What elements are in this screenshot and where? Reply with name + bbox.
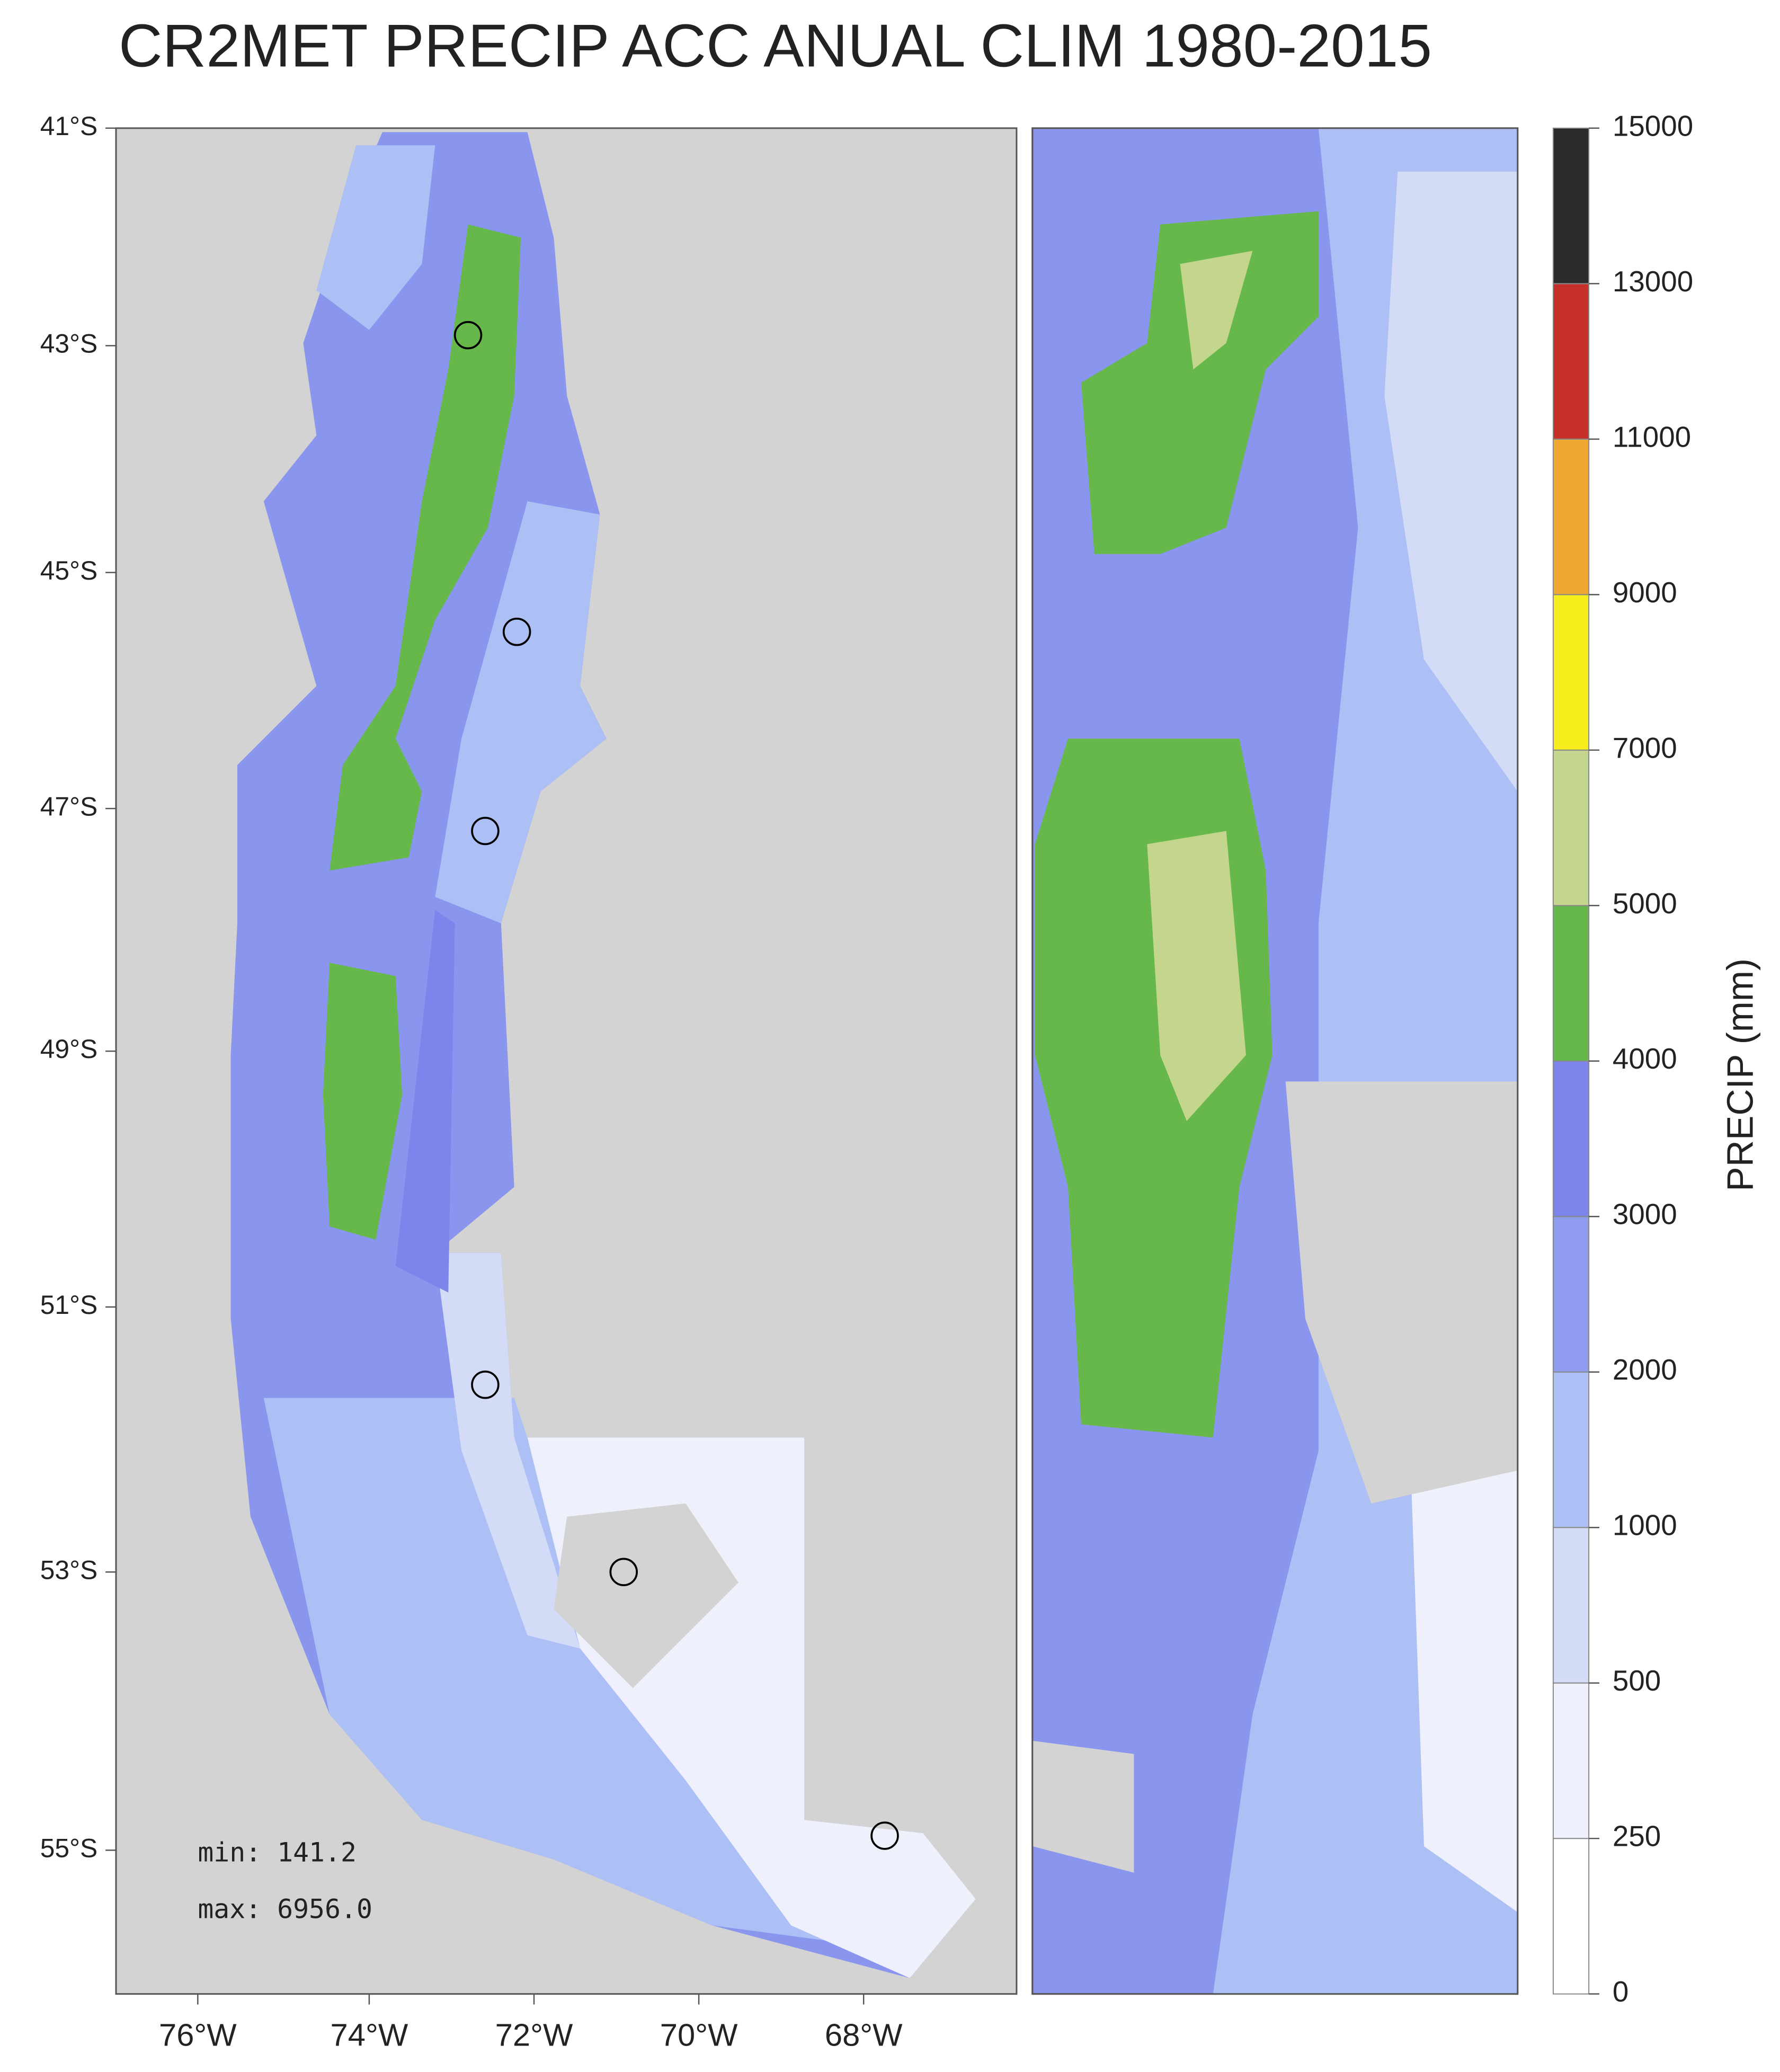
title: CR2MET PRECIP ACC ANUAL CLIM 1980-2015 <box>119 12 1432 79</box>
colorbar-segment <box>1552 1838 1590 1995</box>
lat-label: 53°S <box>40 1555 97 1585</box>
colorbar-segment <box>1552 438 1590 595</box>
lon-label: 68°W <box>825 2017 903 2053</box>
colorbar-label: PRECIP (mm) <box>1720 958 1761 1191</box>
colorbar-segment <box>1552 749 1590 906</box>
lat-label: 49°S <box>40 1034 97 1064</box>
lat-label: 45°S <box>40 556 97 585</box>
lon-label: 74°W <box>331 2017 408 2053</box>
lat-label: 43°S <box>40 329 97 359</box>
colorbar-tick-label: 500 <box>1613 1664 1661 1697</box>
lat-label: 51°S <box>40 1290 97 1320</box>
zoom-precip <box>1032 128 1518 1994</box>
colorbar-segment <box>1552 594 1590 751</box>
colorbar-tick-label: 4000 <box>1613 1042 1677 1075</box>
lon-label: 76°W <box>159 2017 237 2053</box>
lat-label: 47°S <box>40 792 97 821</box>
colorbar-tick-label: 7000 <box>1613 731 1677 764</box>
colorbar-tick-label: 2000 <box>1613 1353 1677 1386</box>
colorbar-segment <box>1552 1371 1590 1528</box>
lat-label: 55°S <box>40 1834 97 1863</box>
colorbar-segment <box>1552 1216 1590 1373</box>
colorbar-tick-label: 13000 <box>1613 265 1693 298</box>
max-stat: max: 6956.0 <box>198 1893 372 1924</box>
zoom-frame <box>1031 127 1519 1995</box>
min-stat: min: 141.2 <box>198 1837 357 1868</box>
colorbar-tick-label: 250 <box>1613 1820 1661 1853</box>
colorbar-tick-label: 9000 <box>1613 576 1677 609</box>
colorbar: 0 250 500 1000 2000 3000 4000 5000 7000 9000 11000… <box>1552 109 1693 2008</box>
station-markers <box>453 321 899 1850</box>
land-precip <box>230 132 976 1978</box>
colorbar-tick-label: 0 <box>1613 1975 1628 2008</box>
lon-label: 70°W <box>660 2017 738 2053</box>
axes: 41°S 43°S 45°S 47°S 49°S 51°S 53°S 55°S 76°W 74°W… <box>40 111 903 2053</box>
colorbar-segment <box>1552 127 1590 284</box>
colorbar-tick-label: 1000 <box>1613 1509 1677 1542</box>
colorbar-tick-label: 3000 <box>1613 1198 1677 1231</box>
colorbar-tick-label: 11000 <box>1613 420 1691 453</box>
colorbar-segment <box>1552 1060 1590 1217</box>
lon-label: 72°W <box>495 2017 573 2053</box>
colorbar-segment <box>1552 1527 1590 1684</box>
colorbar-segment <box>1552 283 1590 440</box>
colorbar-segment <box>1552 1682 1590 1839</box>
colorbar-tick-label: 15000 <box>1613 109 1693 142</box>
colorbar-segment <box>1552 905 1590 1062</box>
lat-label: 41°S <box>40 111 97 141</box>
colorbar-tick-label: 5000 <box>1613 887 1677 920</box>
